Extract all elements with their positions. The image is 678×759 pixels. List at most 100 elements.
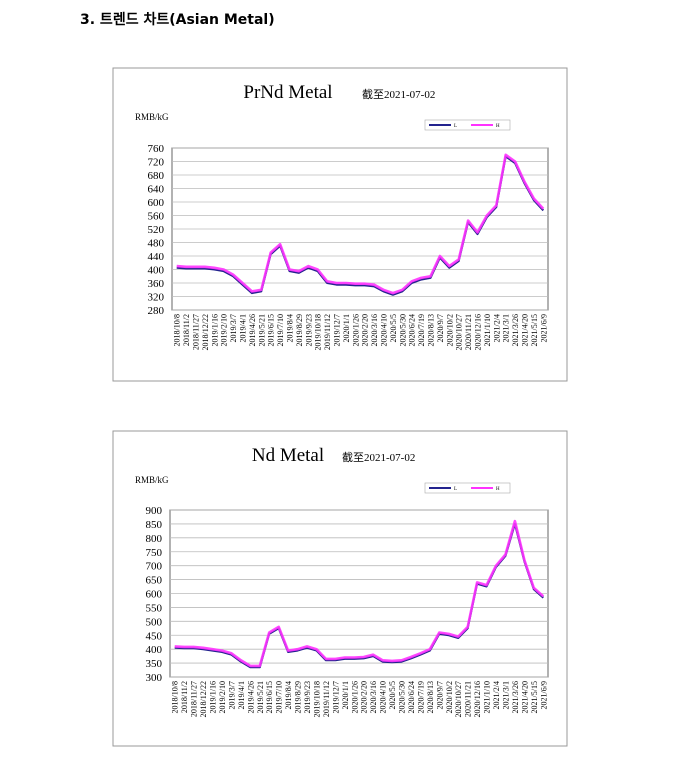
x-tick-label: 2020/3/16 [370, 314, 379, 346]
x-tick-label: 2019/12/7 [333, 314, 342, 346]
x-tick-label: 2019/2/10 [218, 681, 227, 713]
x-tick-label: 2020/4/10 [380, 314, 389, 346]
y-tick-label: 720 [148, 157, 165, 169]
y-tick-label: 650 [146, 575, 163, 587]
x-tick-label: 2019/10/18 [312, 681, 321, 717]
y-tick-label: 850 [146, 519, 163, 531]
x-tick-label: 2020/5/30 [398, 681, 407, 713]
y-tick-label: 750 [146, 547, 163, 559]
x-tick-label: 2019/8/4 [286, 314, 295, 342]
x-tick-label: 2019/8/4 [284, 681, 293, 709]
x-tick-label: 2019/7/10 [275, 681, 284, 713]
x-tick-label: 2021/3/1 [501, 681, 510, 709]
x-tick-label: 2019/10/18 [314, 314, 323, 350]
x-tick-label: 2021/2/4 [492, 681, 501, 709]
x-tick-label: 2018/11/2 [182, 314, 191, 346]
x-tick-label: 2019/1/16 [210, 314, 219, 346]
x-tick-label: 2020/7/19 [416, 681, 425, 713]
legend-box [424, 482, 511, 494]
x-tick-label: 2021/4/20 [521, 314, 530, 346]
x-tick-label: 2020/11/21 [464, 681, 473, 717]
x-tick-label: 2020/10/27 [455, 314, 464, 350]
y-tick-label: 700 [146, 561, 163, 573]
x-tick-label: 2018/11/2 [180, 681, 189, 713]
y-tick-label: 600 [146, 589, 163, 601]
x-tick-label: 2021/2/4 [492, 314, 501, 342]
x-tick-label: 2018/11/27 [190, 681, 199, 717]
x-tick-label: 2019/4/1 [237, 681, 246, 709]
x-tick-label: 2021/5/15 [530, 681, 539, 713]
x-tick-label: 2021/6/9 [539, 681, 548, 709]
x-tick-label: 2021/3/26 [511, 314, 520, 346]
x-tick-label: 2018/10/8 [173, 314, 182, 346]
x-tick-label: 2019/11/12 [322, 681, 331, 717]
y-tick-label: 400 [146, 644, 163, 656]
x-tick-label: 2020/5/30 [398, 314, 407, 346]
y-tick-label: 900 [146, 505, 163, 517]
y-tick-label: 360 [148, 278, 165, 290]
x-tick-label: 2020/12/16 [474, 314, 483, 350]
x-tick-label: 2020/5/5 [389, 314, 398, 342]
y-tick-label: 760 [148, 143, 165, 155]
y-tick-label: 280 [148, 305, 165, 317]
x-tick-label: 2020/4/10 [379, 681, 388, 713]
legend-label: H [496, 487, 500, 492]
x-tick-label: 2021/6/9 [539, 314, 548, 342]
x-tick-label: 2020/10/27 [454, 681, 463, 717]
y-tick-label: 800 [146, 533, 163, 545]
x-tick-label: 2020/1/26 [351, 314, 360, 346]
x-tick-label: 2019/1/16 [209, 681, 218, 713]
x-tick-label: 2019/3/7 [229, 314, 238, 342]
y-tick-label: 400 [148, 265, 165, 277]
x-tick-label: 2021/3/26 [511, 681, 520, 713]
chart-title: Nd Metal [252, 445, 324, 466]
y-tick-label: 480 [148, 238, 165, 250]
x-tick-label: 2019/8/29 [294, 681, 303, 713]
x-tick-label: 2019/5/21 [257, 314, 266, 346]
x-tick-label: 2020/1/26 [350, 681, 359, 713]
legend-label: L [454, 487, 457, 492]
y-tick-label: 520 [148, 224, 165, 236]
x-tick-label: 2019/6/15 [265, 681, 274, 713]
x-tick-label: 2019/2/10 [220, 314, 229, 346]
x-tick-label: 2019/11/12 [323, 314, 332, 350]
chart-title: PrNd Metal [243, 82, 332, 103]
y-tick-label: 500 [146, 616, 163, 628]
legend-label: L [454, 124, 457, 129]
x-tick-label: 2019/6/15 [267, 314, 276, 346]
x-tick-label: 2020/10/2 [445, 314, 454, 346]
x-tick-label: 2021/5/15 [530, 314, 539, 346]
x-tick-label: 2019/9/23 [304, 314, 313, 346]
x-tick-label: 2020/2/20 [360, 681, 369, 713]
x-tick-label: 2020/3/16 [369, 681, 378, 713]
x-tick-label: 2018/11/27 [192, 314, 201, 350]
y-tick-label: 640 [148, 184, 165, 196]
series-line [176, 153, 545, 295]
x-tick-label: 2020/7/19 [417, 314, 426, 346]
y-axis-label: RMB/kG [135, 475, 169, 485]
y-tick-label: 350 [146, 658, 163, 670]
x-tick-label: 2021/3/1 [502, 314, 511, 342]
chart-subtitle: 截至2021-07-02 [362, 87, 435, 101]
x-tick-label: 2019/7/10 [276, 314, 285, 346]
x-tick-label: 2021/1/10 [483, 314, 492, 346]
heading: 3. 트렌드 차트(Asian Metal) [80, 12, 275, 28]
x-tick-label: 2019/12/7 [331, 681, 340, 713]
x-tick-label: 2019/5/21 [256, 681, 265, 713]
legend-box [424, 119, 511, 131]
x-tick-label: 2020/5/5 [388, 681, 397, 709]
x-tick-label: 2019/4/1 [239, 314, 248, 342]
x-tick-label: 2020/6/24 [408, 314, 417, 346]
x-tick-label: 2020/11/21 [464, 314, 473, 350]
x-tick-label: 2019/3/7 [227, 681, 236, 709]
x-tick-label: 2020/2/20 [361, 314, 370, 346]
x-tick-label: 2018/12/22 [201, 314, 210, 350]
x-tick-label: 2020/8/13 [426, 681, 435, 713]
x-tick-label: 2020/9/7 [436, 314, 445, 342]
y-tick-label: 680 [148, 170, 165, 182]
y-tick-label: 600 [148, 197, 165, 209]
y-tick-label: 440 [148, 251, 165, 263]
x-tick-label: 2020/8/13 [427, 314, 436, 346]
